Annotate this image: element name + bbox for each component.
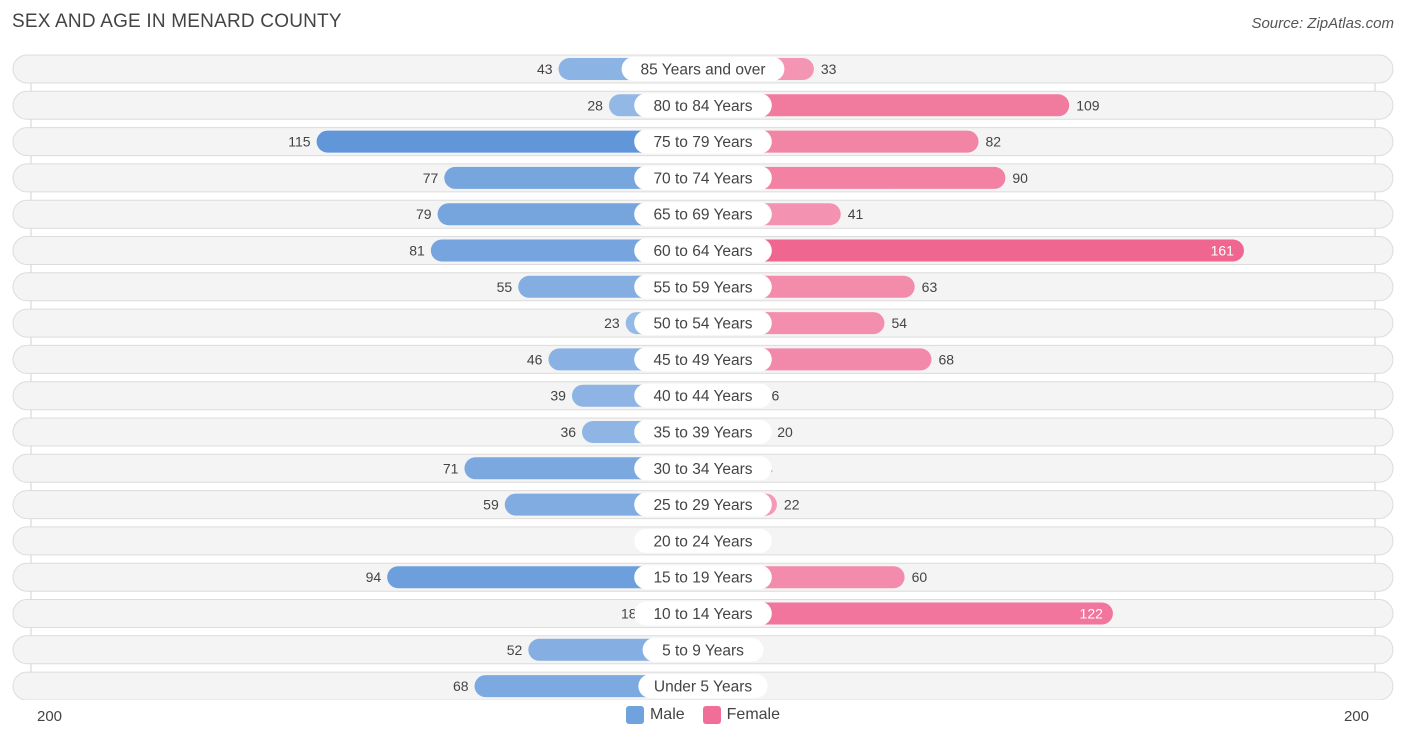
male-value-label: 46 [527, 351, 543, 367]
male-bar [430, 239, 703, 262]
female-value-label: 161 [1211, 243, 1235, 259]
category-label: 45 to 49 Years [653, 352, 752, 369]
female-value-label: 82 [986, 134, 1002, 150]
category-label: 70 to 74 Years [653, 170, 752, 187]
male-value-label: 77 [423, 170, 439, 186]
chart-title: SEX AND AGE IN MENARD COUNTY [12, 11, 342, 32]
female-bar [703, 130, 979, 153]
category-label: 85 Years and over [641, 62, 766, 79]
female-value-label: 63 [922, 279, 938, 295]
category-pill [634, 274, 772, 299]
category-pill [634, 129, 772, 154]
male-value-label: 81 [409, 243, 425, 259]
chart-area: 43 33 85 Years and over 28 109 80 to 84 Years… [12, 54, 1394, 700]
category-label: 20 to 24 Years [653, 533, 752, 550]
male-value-label: 36 [560, 424, 576, 440]
category-pill [634, 383, 772, 408]
category-label: 10 to 14 Years [653, 606, 752, 623]
male-value-label: 68 [453, 678, 469, 694]
category-label: 80 to 84 Years [653, 98, 752, 115]
female-value-label: 33 [821, 61, 837, 77]
axis-right-label: 200 [1343, 708, 1369, 725]
category-label: 15 to 19 Years [653, 570, 752, 587]
category-label: 55 to 59 Years [653, 279, 752, 296]
category-pill [634, 347, 772, 372]
male-value-label: 94 [366, 569, 382, 585]
legend-swatch-female [702, 706, 721, 724]
category-label: 60 to 64 Years [653, 243, 752, 260]
female-value-label: 22 [784, 497, 800, 513]
category-pill [634, 528, 772, 553]
female-bar [703, 602, 1113, 625]
category-pill [634, 93, 772, 118]
female-value-label: 122 [1080, 606, 1104, 622]
category-pill [642, 637, 764, 662]
male-value-label: 23 [604, 315, 620, 331]
female-value-label: 60 [912, 569, 928, 585]
female-bar [703, 239, 1244, 262]
male-value-label: 79 [416, 206, 432, 222]
legend-swatch-male [625, 706, 644, 724]
male-bar [387, 566, 703, 589]
axis-left-label: 200 [37, 708, 63, 725]
female-value-label: 68 [938, 351, 954, 367]
legend-label-female: Female [726, 706, 781, 723]
category-label: 50 to 54 Years [653, 316, 752, 333]
female-value-label: 90 [1012, 170, 1028, 186]
male-value-label: 39 [550, 388, 566, 404]
female-value-label: 109 [1076, 97, 1100, 113]
legend-item-female: Female [702, 706, 781, 724]
category-pill [638, 674, 768, 699]
category-pill [634, 202, 772, 227]
category-label: Under 5 Years [654, 679, 752, 696]
category-label: 30 to 34 Years [653, 461, 752, 478]
source-label: Source: ZipAtlas.com [1251, 15, 1394, 32]
female-bar [703, 166, 1006, 189]
legend: Male Female [0, 706, 1406, 724]
female-value-label: 20 [777, 424, 793, 440]
category-pill [634, 420, 772, 444]
male-value-label: 59 [483, 497, 499, 513]
legend-item-male: Male [625, 706, 685, 724]
female-bar [703, 94, 1070, 117]
male-value-label: 28 [587, 97, 603, 113]
category-label: 5 to 9 Years [662, 642, 744, 659]
male-value-label: 55 [497, 279, 513, 295]
category-pill [621, 57, 785, 81]
legend-label-male: Male [649, 706, 685, 723]
category-pill [634, 311, 772, 336]
category-pill [634, 565, 772, 590]
category-label: 35 to 39 Years [653, 425, 752, 442]
male-value-label: 18 [621, 606, 637, 622]
category-pill [634, 238, 772, 263]
category-label: 65 to 69 Years [653, 207, 752, 224]
category-label: 25 to 29 Years [653, 497, 752, 514]
category-label: 75 to 79 Years [653, 134, 752, 151]
male-bar [316, 130, 703, 153]
category-pill [634, 492, 772, 517]
category-label: 40 to 44 Years [653, 388, 752, 405]
category-pill [634, 165, 772, 190]
male-value-label: 71 [443, 460, 459, 476]
female-value-label: 41 [848, 206, 864, 222]
category-pill [634, 601, 772, 626]
male-value-label: 52 [507, 642, 523, 658]
male-value-label: 115 [288, 134, 311, 150]
female-value-label: 54 [891, 315, 907, 331]
male-value-label: 43 [537, 61, 553, 77]
category-pill [634, 456, 772, 481]
